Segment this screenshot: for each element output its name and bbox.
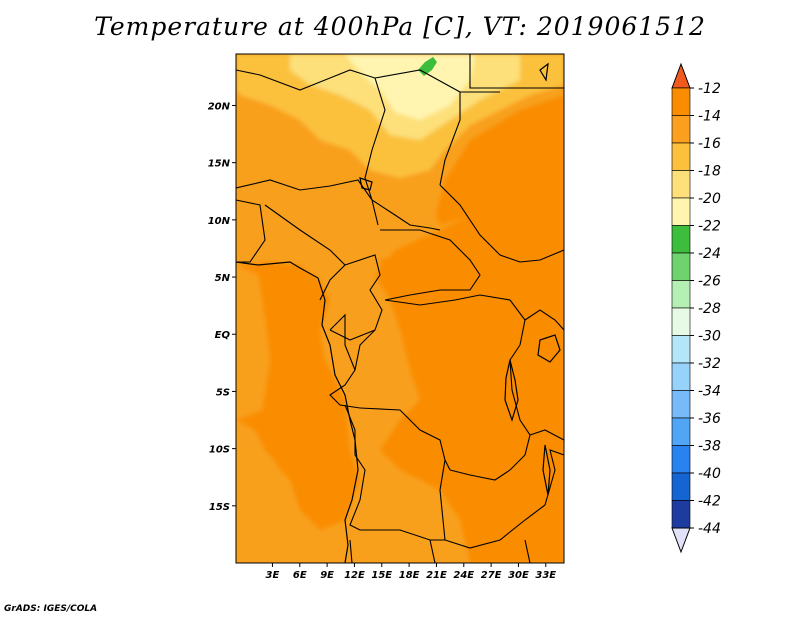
colorbar-label: -32 xyxy=(698,356,721,372)
lat-tick-label: 10S xyxy=(209,445,230,456)
credit-text: GrADS: IGES/COLA xyxy=(4,604,98,614)
lat-tick-label: 10N xyxy=(208,216,231,227)
colorbar-segment xyxy=(671,280,691,309)
lon-tick-label: 9E xyxy=(320,570,334,581)
border-east-africa xyxy=(524,309,564,331)
border-drc-east xyxy=(449,344,531,481)
border-mozambique xyxy=(544,449,564,506)
field-coldest-north xyxy=(345,54,475,120)
colorbar-label: -44 xyxy=(698,521,721,537)
border-zambia xyxy=(439,459,546,549)
border-drc-west xyxy=(329,329,376,409)
lon-tick-label: 24E xyxy=(453,570,474,581)
border-south-sudan xyxy=(439,184,564,263)
colorbar-segment xyxy=(671,307,691,336)
field-mid-south xyxy=(236,440,470,563)
lat-tick-label: 5N xyxy=(215,273,231,284)
lon-tick-label: 33E xyxy=(535,570,556,581)
lon-tick-label: 6E xyxy=(293,570,307,581)
border-sahel xyxy=(236,179,373,201)
lake-nile xyxy=(539,62,549,82)
lake-tanganyika xyxy=(504,359,519,422)
border-nigeria xyxy=(264,204,346,301)
colorbar-label: -30 xyxy=(698,329,721,345)
colorbar-segment xyxy=(671,445,691,474)
lon-tick-label: 18E xyxy=(399,570,420,581)
colorbar-segment xyxy=(671,500,691,529)
lat-tick-label: EQ xyxy=(215,330,231,341)
colorbar-label: -42 xyxy=(698,494,721,510)
colorbar-label: -22 xyxy=(698,219,721,235)
colorbar-label: -38 xyxy=(698,439,721,455)
country-borders xyxy=(236,54,564,563)
border-sudan-chad xyxy=(371,199,441,231)
field-mid-west xyxy=(236,265,270,420)
lake-malawi xyxy=(542,444,551,496)
lake-victoria xyxy=(537,334,561,363)
colorbar-segment xyxy=(671,252,691,281)
field-warm-west-coast xyxy=(236,262,360,530)
border-angola xyxy=(359,407,451,471)
border-cameroon xyxy=(329,254,383,341)
lat-tick-label: 15N xyxy=(208,159,231,170)
colorbar-segment xyxy=(671,390,691,419)
colorbar-label: -20 xyxy=(698,191,721,207)
colorbar-segment xyxy=(671,87,691,116)
border-libya-sudan xyxy=(374,69,461,186)
lakes xyxy=(359,62,561,496)
border-west-lobes xyxy=(236,199,266,263)
lon-tick-label: 27E xyxy=(481,570,502,581)
colorbar-segment xyxy=(671,225,691,254)
colorbar-bottom-arrow xyxy=(671,527,691,554)
lon-tick-label: 30E xyxy=(508,570,529,581)
lon-tick-label: 21E xyxy=(426,570,447,581)
lon-tick-label: 12E xyxy=(344,570,365,581)
lat-tick-label: 15S xyxy=(209,502,230,513)
colorbar-top-arrow xyxy=(671,62,691,89)
lat-tick-label: 5S xyxy=(216,387,230,398)
map-title: Temperature at 400hPa [C], VT: 201906151… xyxy=(94,12,706,41)
colorbar-segment xyxy=(671,197,691,226)
colorbar-segment xyxy=(671,142,691,171)
lon-tick-label: 3E xyxy=(266,570,280,581)
colorbar-label: -24 xyxy=(698,246,721,262)
border-gabon-congo xyxy=(329,313,356,371)
colorbar-label: -34 xyxy=(698,384,721,400)
colorbar-label: -28 xyxy=(698,301,721,317)
colorbar-segment xyxy=(671,472,691,501)
colorbar-segment xyxy=(671,170,691,199)
lat-axis: 20N 15N 10N 5N EQ 5S 10S 15S xyxy=(208,101,236,513)
border-bottom xyxy=(349,539,531,563)
colorbar-label: -14 xyxy=(698,109,721,125)
lake-chad xyxy=(359,177,373,191)
field-warm-interior xyxy=(380,250,470,300)
colorbar-segment xyxy=(671,335,691,364)
plot-frame xyxy=(235,53,565,564)
coastline-west xyxy=(236,261,359,563)
colorbar: -12 -14 -16 -18 -20 -22 -24 -26 -28 -30 -32 -34 -36 -… xyxy=(671,62,721,554)
border-tanzania xyxy=(529,429,564,441)
lat-tick-label: 20N xyxy=(208,101,231,112)
colorbar-label: -40 xyxy=(698,466,721,482)
lon-axis: 3E 6E 9E 12E 15E 18E 21E 24E 27E 30E 33E xyxy=(266,563,556,581)
colorbar-segment xyxy=(671,417,691,446)
colorbar-label: -12 xyxy=(698,81,721,97)
colorbar-segment xyxy=(671,115,691,144)
colorbar-segment xyxy=(671,362,691,391)
colorbar-label: -36 xyxy=(698,411,721,427)
border-car xyxy=(380,229,481,301)
border-egypt-sudan xyxy=(469,54,564,89)
temperature-field xyxy=(236,54,564,563)
lon-tick-label: 15E xyxy=(371,570,392,581)
colorbar-label: -16 xyxy=(698,136,721,152)
colorbar-label: -18 xyxy=(698,164,721,180)
colorbar-label: -26 xyxy=(698,274,721,290)
